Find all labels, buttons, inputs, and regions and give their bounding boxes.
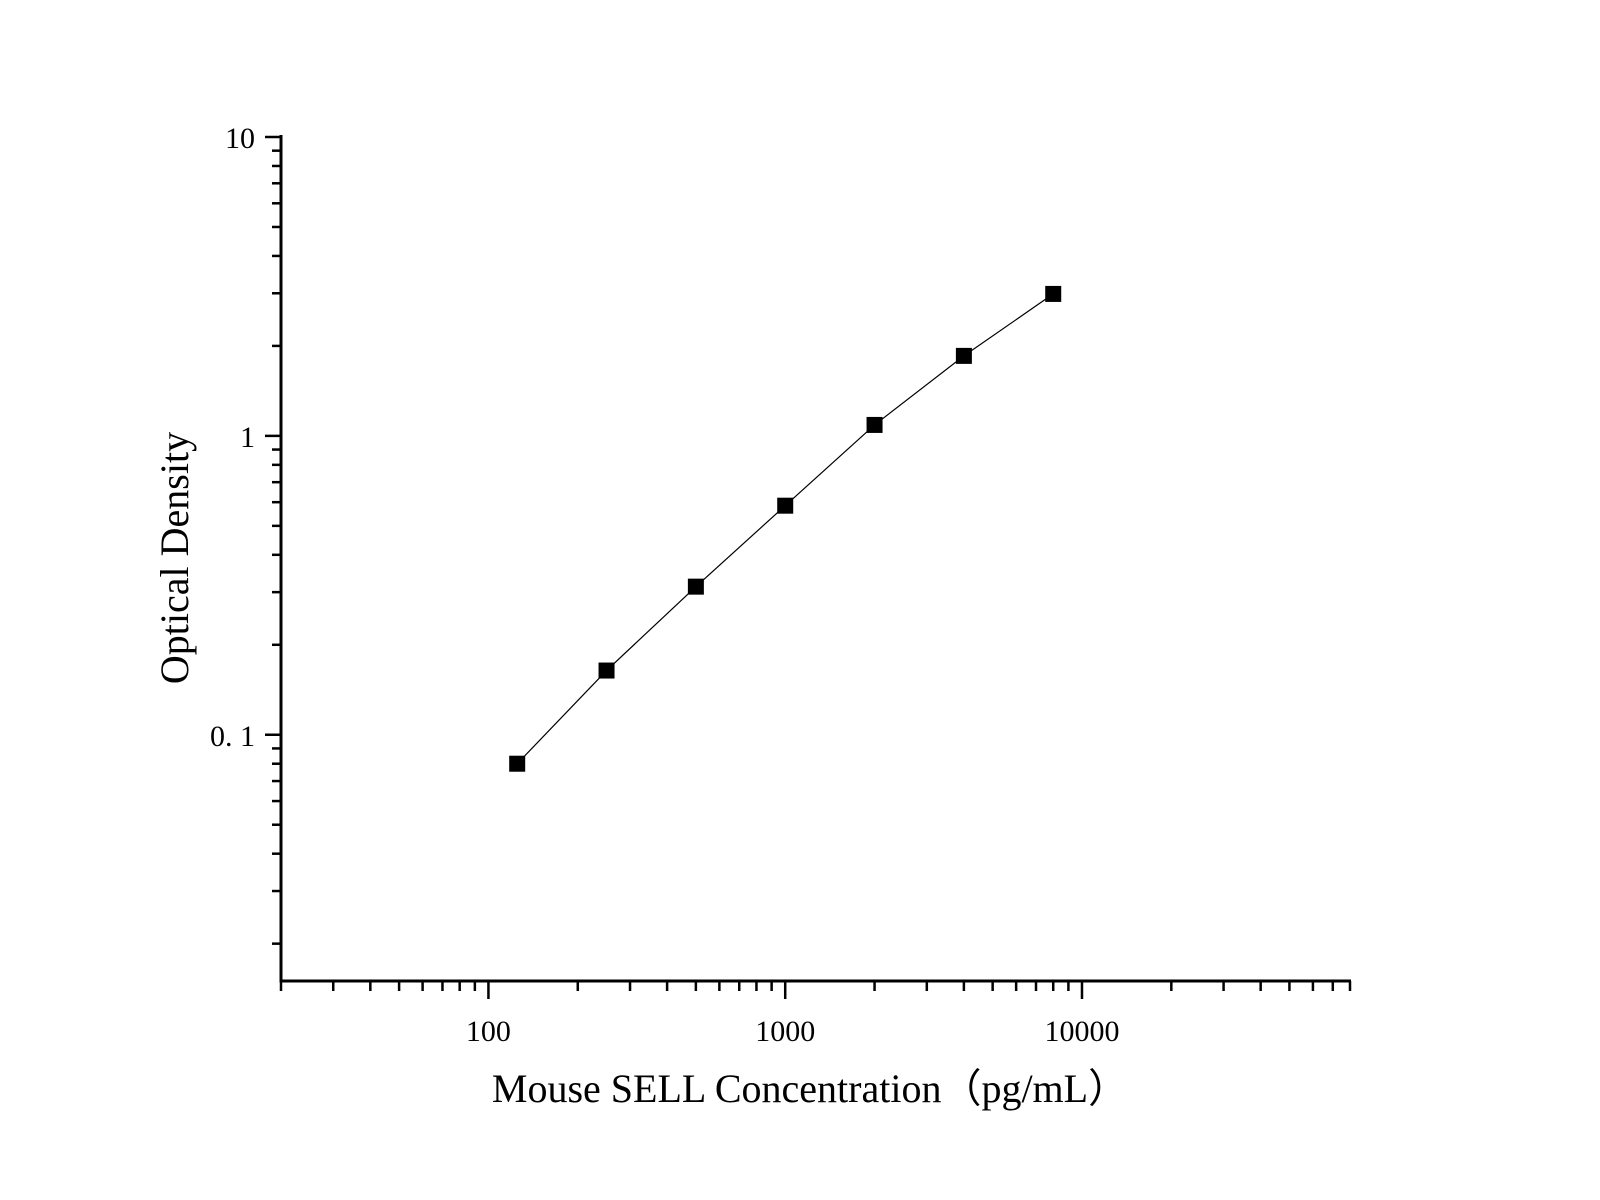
y-axis-label: Optical Density: [152, 432, 197, 684]
x-tick-label: 100: [466, 1015, 511, 1048]
y-tick-label: 10: [225, 122, 255, 155]
data-point: [598, 662, 615, 679]
data-point: [777, 497, 794, 514]
data-point: [866, 416, 883, 433]
data-point: [509, 755, 526, 772]
axes: [279, 135, 1351, 983]
x-tick-label: 1000: [755, 1015, 815, 1048]
y-tick-label: 0. 1: [210, 720, 255, 753]
data-point: [687, 578, 704, 595]
x-axis-label: Mouse SELL Concentration（pg/mL）: [492, 1066, 1128, 1111]
series: [509, 285, 1062, 772]
series-line: [516, 293, 1054, 765]
ticks: [265, 135, 1352, 999]
y-tick-label: 1: [240, 421, 255, 454]
tick-labels: 100 1000 10000 0. 1 1 10: [210, 122, 1119, 1048]
x-tick-label: 10000: [1044, 1015, 1119, 1048]
data-point: [955, 347, 972, 364]
data-point: [1045, 285, 1062, 302]
